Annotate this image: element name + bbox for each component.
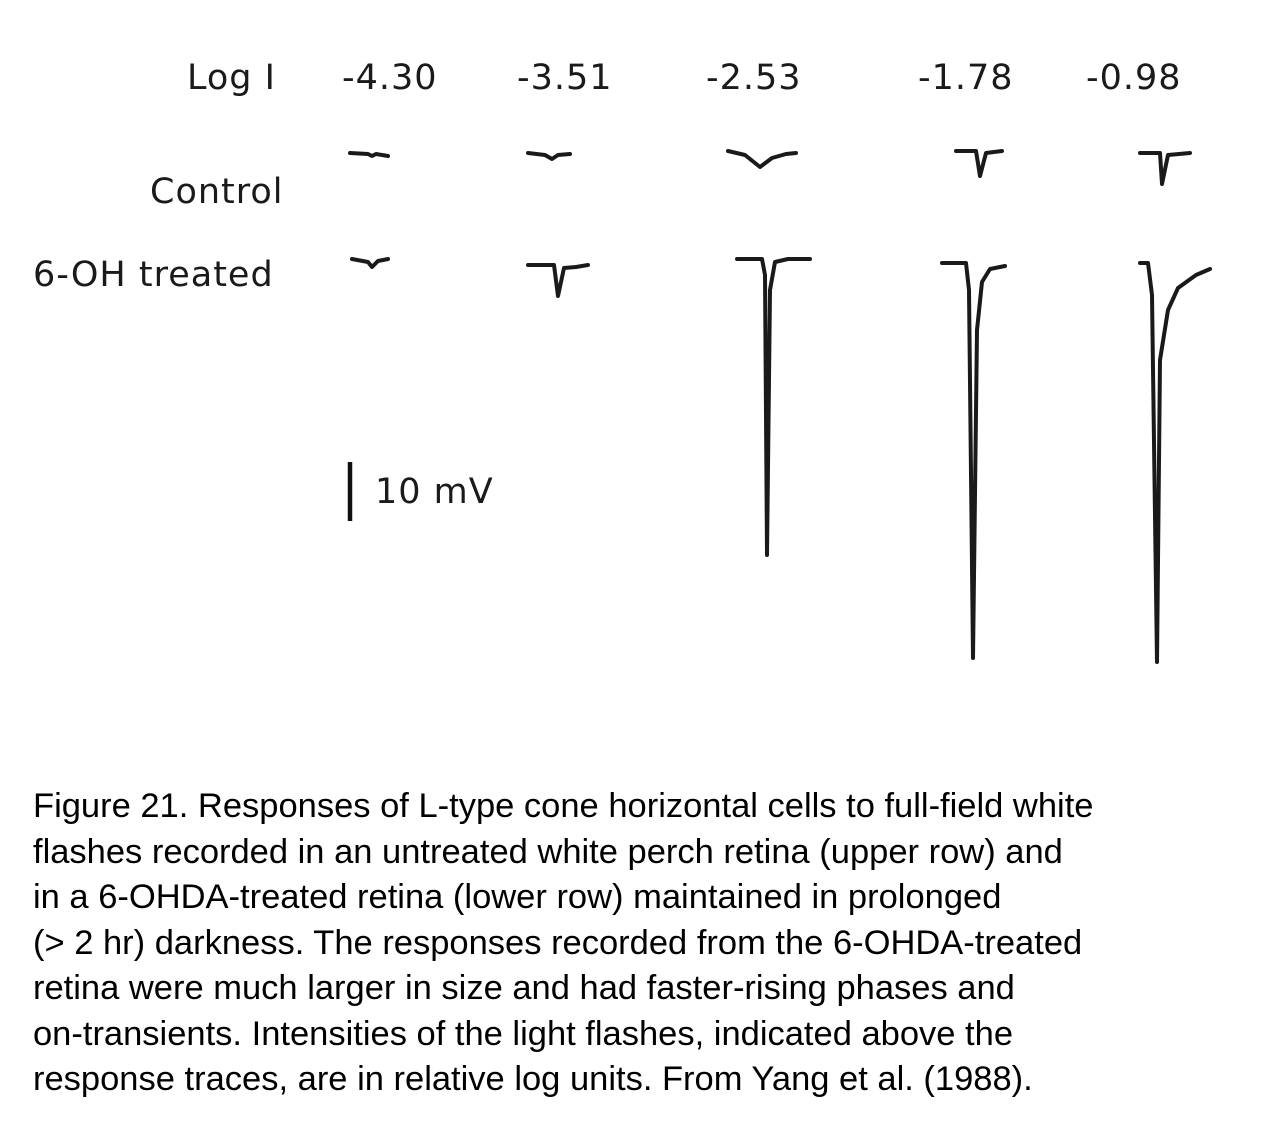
intensity-label: -3.51 bbox=[517, 58, 613, 98]
control-row-label: Control bbox=[150, 172, 284, 212]
caption-line: on-transients. Intensities of the light … bbox=[33, 1014, 1014, 1053]
intensity-label: -2.53 bbox=[706, 58, 802, 98]
control-trace bbox=[526, 151, 572, 161]
control-trace bbox=[726, 149, 798, 169]
control-trace bbox=[348, 151, 390, 158]
figure-caption: Figure 21. Responses of L-type cone hori… bbox=[33, 784, 1258, 1103]
control-trace bbox=[1138, 151, 1192, 186]
intensity-label: -1.78 bbox=[918, 58, 1014, 98]
treated-row-label: 6-OH treated bbox=[33, 255, 274, 295]
control-trace bbox=[954, 149, 1004, 178]
treated-trace bbox=[526, 263, 590, 298]
caption-line: in a 6-OHDA-treated retina (lower row) m… bbox=[33, 878, 1002, 916]
caption-line: (> 2 hr) darkness. The responses recorde… bbox=[33, 923, 1083, 962]
intensity-label: -0.98 bbox=[1086, 58, 1182, 98]
caption-line: flashes recorded in an untreated white p… bbox=[33, 832, 1063, 871]
treated-trace bbox=[350, 257, 390, 269]
intensity-label: -4.30 bbox=[342, 58, 438, 98]
caption-line: Figure 21. Responses of L-type cone hori… bbox=[33, 787, 1094, 825]
scale-bar-label: 10 mV bbox=[375, 472, 494, 512]
caption-line: retina were much larger in size and had … bbox=[33, 969, 1015, 1007]
caption-line: response traces, are in relative log uni… bbox=[33, 1060, 1033, 1098]
treated-trace bbox=[735, 257, 812, 557]
response-traces-figure bbox=[347, 149, 1212, 664]
treated-trace bbox=[940, 261, 1007, 660]
log-intensity-label: Log I bbox=[187, 58, 276, 98]
treated-trace bbox=[1138, 261, 1212, 664]
